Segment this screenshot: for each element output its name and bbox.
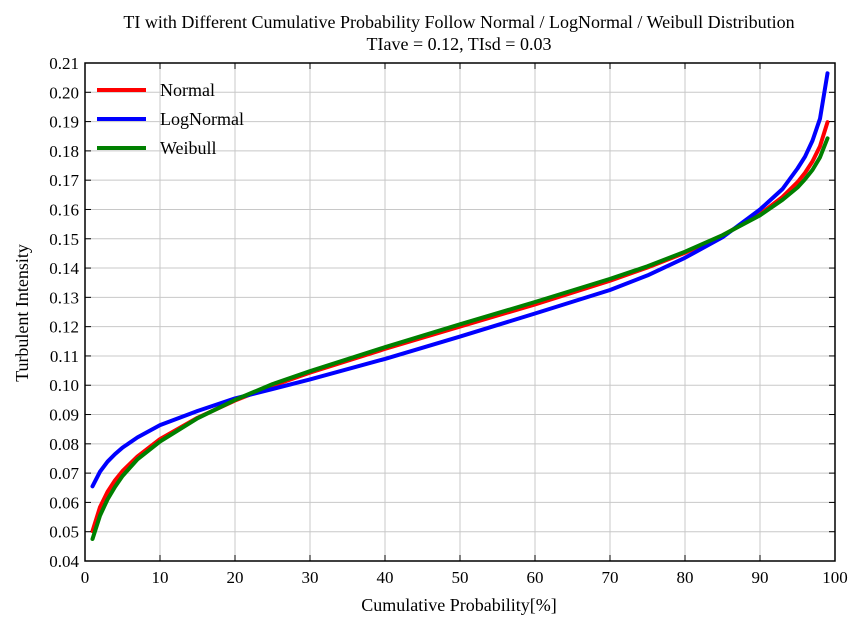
series-line-weibull [90,136,830,541]
y-tick-label: 0.14 [49,259,79,278]
y-tick-label: 0.07 [49,464,79,483]
y-tick-label: 0.21 [49,54,79,73]
x-axis-label: Cumulative Probability[%] [361,595,556,615]
x-tick-label: 90 [752,568,769,587]
y-tick-label: 0.12 [49,318,79,337]
legend: Normal LogNormal Weibull [97,80,244,158]
y-tick-label: 0.09 [49,406,79,425]
y-tick-label: 0.19 [49,113,79,132]
x-tick-label: 50 [452,568,469,587]
x-tick-label: 60 [527,568,544,587]
x-tick-label: 80 [677,568,694,587]
title-group: TI with Different Cumulative Probability… [123,12,794,54]
y-tick-label: 0.11 [50,347,79,366]
x-tick-label: 70 [602,568,619,587]
legend-label-weibull: Weibull [160,138,217,158]
x-tick-label: 20 [227,568,244,587]
series-lines [90,71,830,541]
y-tick-label: 0.18 [49,142,79,161]
y-axis-label: Turbulent Intensity [12,244,32,382]
y-tick-label: 0.13 [49,288,79,307]
legend-label-normal: Normal [160,80,215,100]
chart-title: TI with Different Cumulative Probability… [123,12,794,32]
y-tick-label: 0.05 [49,523,79,542]
x-tick-label: 100 [822,568,848,587]
y-tick-label: 0.06 [49,493,79,512]
series-line-normal [90,120,830,534]
x-tick-label: 30 [302,568,319,587]
y-tick-label: 0.10 [49,376,79,395]
y-tick-label: 0.20 [49,83,79,102]
chart-subtitle: TIave = 0.12, TIsd = 0.03 [367,34,552,54]
y-tick-label: 0.17 [49,171,79,190]
y-tick-label: 0.08 [49,435,79,454]
y-tick-label: 0.16 [49,200,79,219]
x-tick-label: 0 [81,568,90,587]
series-line-lognormal [90,71,830,489]
x-tick-label: 10 [152,568,169,587]
y-tick-label: 0.15 [49,230,79,249]
axis-ticks: 0 10 20 30 40 50 60 70 80 90 100 0.04 0.05 0.06 0.07 0.… [49,54,848,587]
legend-label-lognormal: LogNormal [160,109,244,129]
x-tick-label: 40 [377,568,394,587]
y-tick-label: 0.04 [49,552,79,571]
